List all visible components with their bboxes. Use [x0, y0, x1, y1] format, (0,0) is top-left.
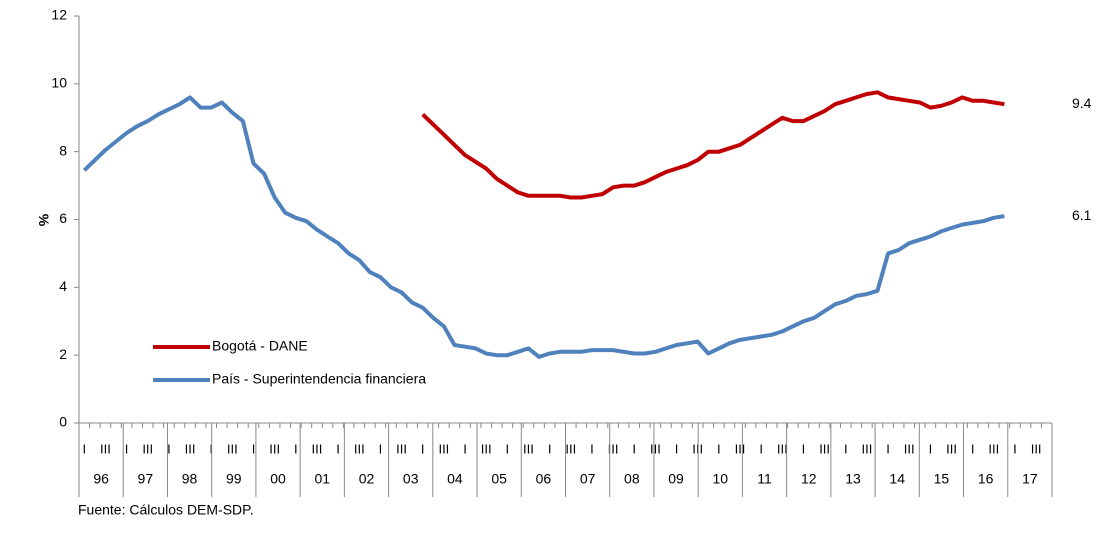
x-tick-label: III	[523, 441, 534, 456]
x-tick-label: III	[608, 441, 619, 456]
x-tick-label: I	[590, 441, 594, 456]
x-tick-label: I	[463, 441, 467, 456]
x-tick-label: III	[946, 441, 957, 456]
x-tick-label: I	[802, 441, 806, 456]
x-tick-label: III	[185, 441, 196, 456]
y-tick-label: 6	[59, 210, 67, 226]
x-tick-label: I	[82, 441, 86, 456]
legend-label: País - Superintendencia financiera	[212, 371, 426, 387]
x-tick-label: III	[735, 441, 746, 456]
year-label: 01	[314, 471, 330, 487]
x-tick-label: I	[252, 441, 256, 456]
x-tick-label: I	[548, 441, 552, 456]
x-tick-label: I	[125, 441, 129, 456]
year-label: 04	[447, 471, 463, 487]
x-tick-label: III	[988, 441, 999, 456]
year-label: 00	[270, 471, 286, 487]
x-tick-label: III	[481, 441, 492, 456]
end-label: 9.4	[1072, 95, 1092, 111]
x-tick-label: III	[100, 441, 111, 456]
year-label: 05	[491, 471, 507, 487]
x-tick-label: III	[650, 441, 661, 456]
y-tick-label: 8	[59, 142, 67, 158]
x-tick-label: I	[421, 441, 425, 456]
year-label: 16	[978, 471, 994, 487]
year-label: 97	[138, 471, 154, 487]
x-tick-label: III	[269, 441, 280, 456]
x-tick-label: III	[819, 441, 830, 456]
y-tick-label: 12	[51, 7, 67, 23]
x-tick-label: I	[886, 441, 890, 456]
x-tick-label: III	[904, 441, 915, 456]
y-tick-label: 10	[51, 75, 67, 91]
year-label: 12	[801, 471, 817, 487]
x-tick-label: III	[1031, 441, 1042, 456]
x-tick-label: I	[167, 441, 171, 456]
year-label: 11	[757, 471, 772, 487]
year-label: 02	[359, 471, 375, 487]
x-tick-label: I	[379, 441, 383, 456]
x-tick-label: III	[312, 441, 323, 456]
y-tick-label: 0	[59, 414, 67, 430]
year-label: 07	[580, 471, 596, 487]
year-label: 14	[889, 471, 905, 487]
year-label: 08	[624, 471, 640, 487]
y-axis-label: %	[36, 213, 52, 226]
year-label: 09	[668, 471, 684, 487]
x-tick-label: III	[565, 441, 576, 456]
source-note: Fuente: Cálculos DEM-SDP.	[78, 502, 254, 518]
x-tick-label: III	[354, 441, 365, 456]
x-tick-label: I	[844, 441, 848, 456]
year-label: 13	[845, 471, 861, 487]
year-label: 06	[536, 471, 552, 487]
x-tick-label: I	[506, 441, 510, 456]
year-label: 15	[934, 471, 950, 487]
year-label: 96	[93, 471, 109, 487]
series-line	[421, 90, 1005, 200]
y-tick-label: 4	[59, 278, 67, 294]
series-line	[82, 95, 1005, 359]
x-tick-label: I	[1013, 441, 1017, 456]
x-tick-label: I	[971, 441, 975, 456]
year-label: 99	[226, 471, 242, 487]
x-tick-label: I	[929, 441, 933, 456]
year-label: 10	[713, 471, 729, 487]
end-label: 6.1	[1072, 207, 1092, 223]
x-tick-label: III	[438, 441, 449, 456]
x-tick-label: III	[142, 441, 153, 456]
x-tick-label: III	[227, 441, 238, 456]
year-label: 03	[403, 471, 419, 487]
x-tick-label: III	[396, 441, 407, 456]
x-tick-label: I	[336, 441, 340, 456]
year-label: 98	[182, 471, 198, 487]
x-tick-label: III	[777, 441, 788, 456]
x-tick-label: I	[759, 441, 763, 456]
x-tick-label: I	[632, 441, 636, 456]
y-tick-label: 2	[59, 346, 67, 362]
x-tick-label: I	[294, 441, 298, 456]
x-tick-label: I	[675, 441, 679, 456]
x-tick-label: I	[717, 441, 721, 456]
x-tick-label: III	[861, 441, 872, 456]
year-label: 17	[1022, 471, 1038, 487]
legend-label: Bogotá - DANE	[212, 338, 308, 354]
